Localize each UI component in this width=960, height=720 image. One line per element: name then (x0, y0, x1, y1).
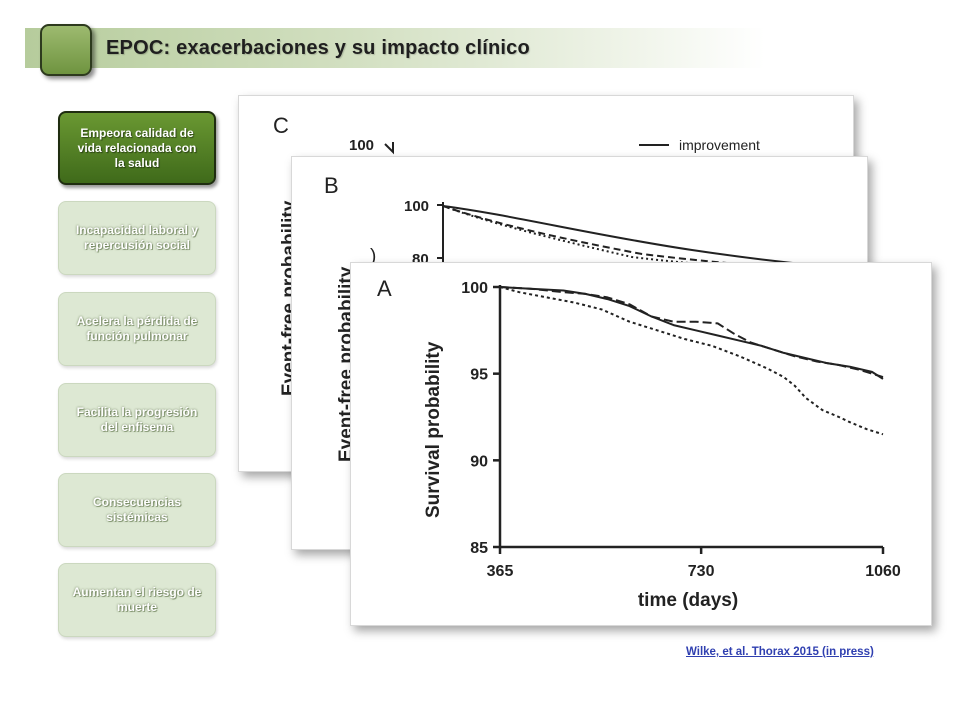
title-band (25, 28, 765, 68)
panel-b-paren-mark: ) (370, 246, 376, 267)
panel-c-legend-label: improvement (679, 137, 760, 153)
logo-square-icon (40, 24, 92, 76)
chart-ytick-label: 85 (470, 540, 488, 557)
sidebar-item-riesgo-muerte[interactable]: Aumentan el riesgo de muerte (58, 563, 216, 637)
chart-xtick-label: 1060 (865, 563, 901, 580)
panel-b-letter: B (324, 173, 339, 198)
chart-xtick-label: 365 (487, 563, 514, 580)
sidebar-item-incapacidad-laboral[interactable]: Incapacidad laboral y repercusión social (58, 201, 216, 275)
panel-a-letter: A (377, 276, 392, 301)
chart-ytick-label: 90 (470, 453, 488, 470)
page-title: EPOC: exacerbaciones y su impacto clínic… (106, 37, 530, 59)
chart-ytick-label: 95 (470, 367, 488, 384)
chart-series-line-dotted (499, 286, 884, 436)
panel-b-dotted-line (442, 205, 763, 269)
panel-b-ytick-100: 100 (404, 198, 429, 215)
sidebar-item-consecuencias-sistemicas[interactable]: Consecuencias sistémicas (58, 473, 216, 547)
sidebar-item-funcion-pulmonar[interactable]: Acelera la pérdida de función pulmonar (58, 292, 216, 366)
chart-panel-a-svg: A Survival probability time (days) 100 95… (377, 276, 901, 611)
panel-c-curve-start (384, 142, 394, 155)
panel-b-dashed-line (442, 205, 783, 268)
sidebar-item-calidad-vida[interactable]: Empeora calidad de vida relacionada con … (58, 111, 216, 185)
sidebar-item-enfisema[interactable]: Facilita la progresión del enfisema (58, 383, 216, 457)
panel-c-letter: C (273, 113, 289, 138)
chart-xlabel: time (days) (638, 590, 738, 611)
chart-series-line-solid (499, 286, 884, 380)
chart-series-line-dashed (499, 286, 884, 379)
chart-ylabel: Survival probability (423, 341, 444, 518)
panel-c-ytick-top: 100 (349, 137, 374, 154)
chart-panel-a: A Survival probability time (days) 100 95… (350, 262, 932, 626)
citation-link[interactable]: Wilke, et al. Thorax 2015 (in press) (686, 646, 874, 658)
chart-ytick-label: 100 (461, 280, 488, 297)
chart-xtick-label: 730 (688, 563, 715, 580)
panel-b-solid-line (442, 205, 813, 266)
